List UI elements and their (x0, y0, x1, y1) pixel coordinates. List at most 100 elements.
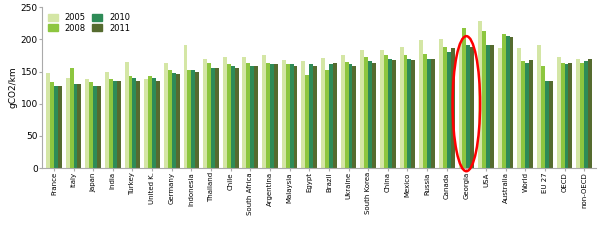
Bar (172, 73, 176, 168)
Bar (203, 59, 207, 168)
Bar (462, 28, 467, 168)
Bar (144, 79, 148, 168)
Bar (447, 52, 451, 168)
Bar (329, 65, 333, 168)
Bar (364, 57, 368, 168)
Bar (89, 83, 93, 168)
Bar (549, 81, 553, 168)
Bar (478, 21, 482, 168)
Bar (565, 65, 568, 168)
Bar (262, 55, 266, 168)
Bar (529, 60, 533, 168)
Bar (93, 86, 97, 168)
Bar (408, 59, 411, 168)
Bar (349, 65, 352, 168)
Bar (372, 63, 376, 168)
Bar (388, 59, 392, 168)
Bar (537, 45, 541, 168)
Bar (70, 68, 73, 168)
Bar (411, 60, 415, 168)
Bar (66, 78, 70, 168)
Bar (109, 79, 113, 168)
Bar (470, 47, 474, 168)
Bar (286, 64, 290, 168)
Bar (50, 83, 54, 168)
Bar (113, 81, 117, 168)
Bar (168, 70, 172, 168)
Bar (243, 57, 246, 168)
Bar (580, 63, 584, 168)
Bar (78, 84, 81, 168)
Bar (451, 48, 455, 168)
Bar (184, 44, 187, 168)
Bar (560, 62, 565, 168)
Bar (509, 37, 514, 168)
Y-axis label: gCO2/km: gCO2/km (9, 67, 18, 108)
Bar (274, 65, 278, 168)
Bar (344, 62, 349, 168)
Bar (490, 45, 494, 168)
Bar (227, 64, 231, 168)
Bar (46, 73, 50, 168)
Bar (211, 68, 215, 168)
Bar (117, 81, 120, 168)
Bar (325, 70, 329, 168)
Bar (282, 60, 286, 168)
Bar (305, 75, 309, 168)
Bar (85, 79, 89, 168)
Bar (501, 34, 506, 168)
Bar (584, 61, 588, 168)
Bar (223, 57, 227, 168)
Bar (521, 60, 526, 168)
Bar (403, 55, 408, 168)
Bar (459, 42, 462, 168)
Bar (207, 63, 211, 168)
Bar (54, 86, 58, 168)
Bar (526, 63, 529, 168)
Bar (302, 60, 305, 168)
Bar (439, 39, 443, 168)
Bar (73, 84, 78, 168)
Bar (254, 66, 258, 168)
Bar (105, 72, 109, 168)
Bar (419, 40, 423, 168)
Bar (152, 78, 156, 168)
Bar (231, 66, 235, 168)
Bar (486, 45, 490, 168)
Bar (290, 65, 294, 168)
Bar (352, 66, 356, 168)
Bar (518, 48, 521, 168)
Bar (195, 72, 199, 168)
Bar (97, 86, 101, 168)
Bar (250, 66, 254, 168)
Bar (148, 76, 152, 168)
Bar (384, 55, 388, 168)
Bar (443, 47, 447, 168)
Bar (125, 62, 129, 168)
Bar (246, 63, 250, 168)
Bar (431, 59, 435, 168)
Bar (380, 50, 384, 168)
Bar (557, 57, 560, 168)
Bar (321, 58, 325, 168)
Bar (215, 68, 219, 168)
Bar (482, 31, 486, 168)
Bar (129, 76, 132, 168)
Bar (58, 86, 62, 168)
Bar (423, 54, 427, 168)
Bar (187, 70, 191, 168)
Bar (545, 81, 549, 168)
Bar (313, 66, 317, 168)
Bar (506, 36, 509, 168)
Bar (309, 65, 313, 168)
Bar (400, 47, 403, 168)
Bar (361, 50, 364, 168)
Bar (270, 65, 274, 168)
Bar (341, 55, 344, 168)
Bar (392, 60, 396, 168)
Bar (176, 74, 179, 168)
Bar (576, 59, 580, 168)
Bar (541, 66, 545, 168)
Bar (266, 63, 270, 168)
Bar (137, 81, 140, 168)
